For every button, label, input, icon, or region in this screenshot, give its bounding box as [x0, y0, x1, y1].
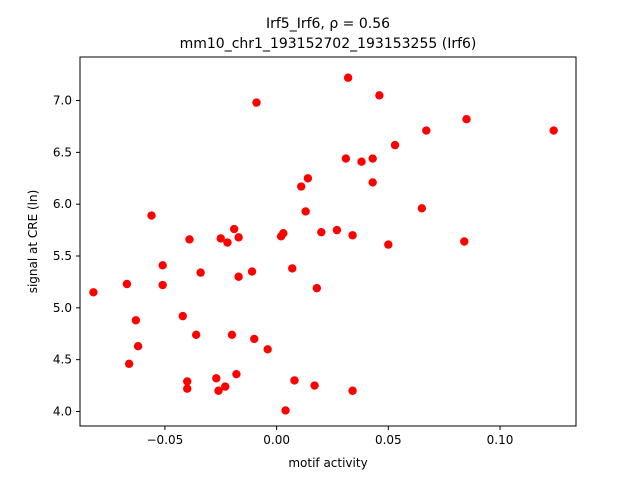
data-point-7: [158, 280, 167, 290]
x-tick-label-3: 0.10: [487, 433, 514, 447]
data-point-30: [281, 406, 290, 415]
data-point-27: [263, 345, 272, 354]
data-point-41: [343, 73, 353, 82]
data-point-6: [158, 261, 167, 270]
y-tick-label-2: 5.0: [53, 301, 72, 315]
data-point-16: [216, 234, 225, 243]
data-point-21: [232, 369, 241, 379]
data-point-20: [229, 224, 239, 234]
data-point-29: [279, 229, 288, 238]
x-tick-label-1: 0.00: [263, 433, 290, 447]
data-point-26: [252, 98, 261, 107]
data-point-10: [183, 384, 192, 393]
data-point-39: [332, 225, 342, 235]
y-tick-label-3: 5.5: [53, 249, 72, 263]
y-tick-label-0: 4.0: [53, 404, 72, 418]
data-point-54: [549, 126, 558, 135]
chart-title-line1: Irf5_Irf6, ρ = 0.56: [266, 16, 390, 32]
data-point-50: [417, 204, 427, 213]
y-tick-label-5: 6.5: [53, 145, 72, 159]
data-point-0: [89, 288, 98, 297]
data-point-52: [460, 237, 469, 246]
data-point-4: [133, 341, 143, 351]
x-tick-label-2: 0.05: [375, 433, 402, 447]
data-point-1: [122, 279, 132, 289]
data-point-53: [462, 114, 471, 124]
data-point-2: [124, 359, 134, 369]
data-point-13: [196, 268, 205, 277]
data-point-45: [368, 178, 377, 187]
data-point-25: [250, 334, 259, 344]
data-point-31: [288, 264, 297, 273]
data-point-37: [312, 283, 322, 293]
data-point-51: [422, 126, 431, 135]
chart-title-line2: mm10_chr1_193152702_193153255 (Irf6): [180, 36, 477, 52]
data-point-3: [131, 316, 141, 325]
data-point-17: [221, 382, 230, 391]
y-tick-label-6: 7.0: [53, 94, 72, 108]
data-point-5: [147, 211, 156, 220]
ticks-layer: −0.05 0.00 0.05 0.10 4.0 4.5 5.0 5.5 6.0 6.5 7.0: [53, 94, 513, 447]
data-point-35: [303, 174, 313, 183]
plot-frame: [79, 56, 577, 427]
data-point-47: [375, 91, 384, 100]
data-point-34: [301, 207, 310, 216]
data-point-33: [296, 182, 306, 191]
data-point-11: [185, 235, 194, 244]
y-tick-label-4: 6.0: [53, 197, 72, 211]
data-point-22: [234, 233, 243, 242]
y-tick-label-1: 4.5: [53, 353, 72, 367]
points-layer: [89, 73, 558, 415]
data-point-43: [348, 386, 357, 395]
data-point-15: [214, 386, 223, 395]
data-point-38: [317, 227, 326, 237]
data-point-36: [310, 381, 319, 390]
data-point-19: [227, 330, 237, 339]
data-point-44: [357, 157, 366, 166]
x-axis-label: motif activity: [288, 456, 367, 470]
y-axis-label: signal at CRE (ln): [26, 190, 40, 294]
data-point-48: [384, 240, 393, 249]
data-point-32: [290, 376, 299, 385]
x-tick-label-0: −0.05: [147, 433, 184, 447]
data-point-40: [341, 154, 351, 163]
data-point-18: [223, 238, 232, 247]
data-point-9: [183, 377, 192, 386]
data-point-23: [234, 272, 243, 281]
data-point-24: [247, 267, 257, 276]
data-point-12: [191, 330, 201, 339]
data-point-42: [348, 231, 357, 240]
data-point-46: [368, 154, 377, 163]
data-point-49: [390, 140, 400, 150]
data-point-8: [178, 311, 187, 321]
data-point-14: [212, 374, 221, 383]
